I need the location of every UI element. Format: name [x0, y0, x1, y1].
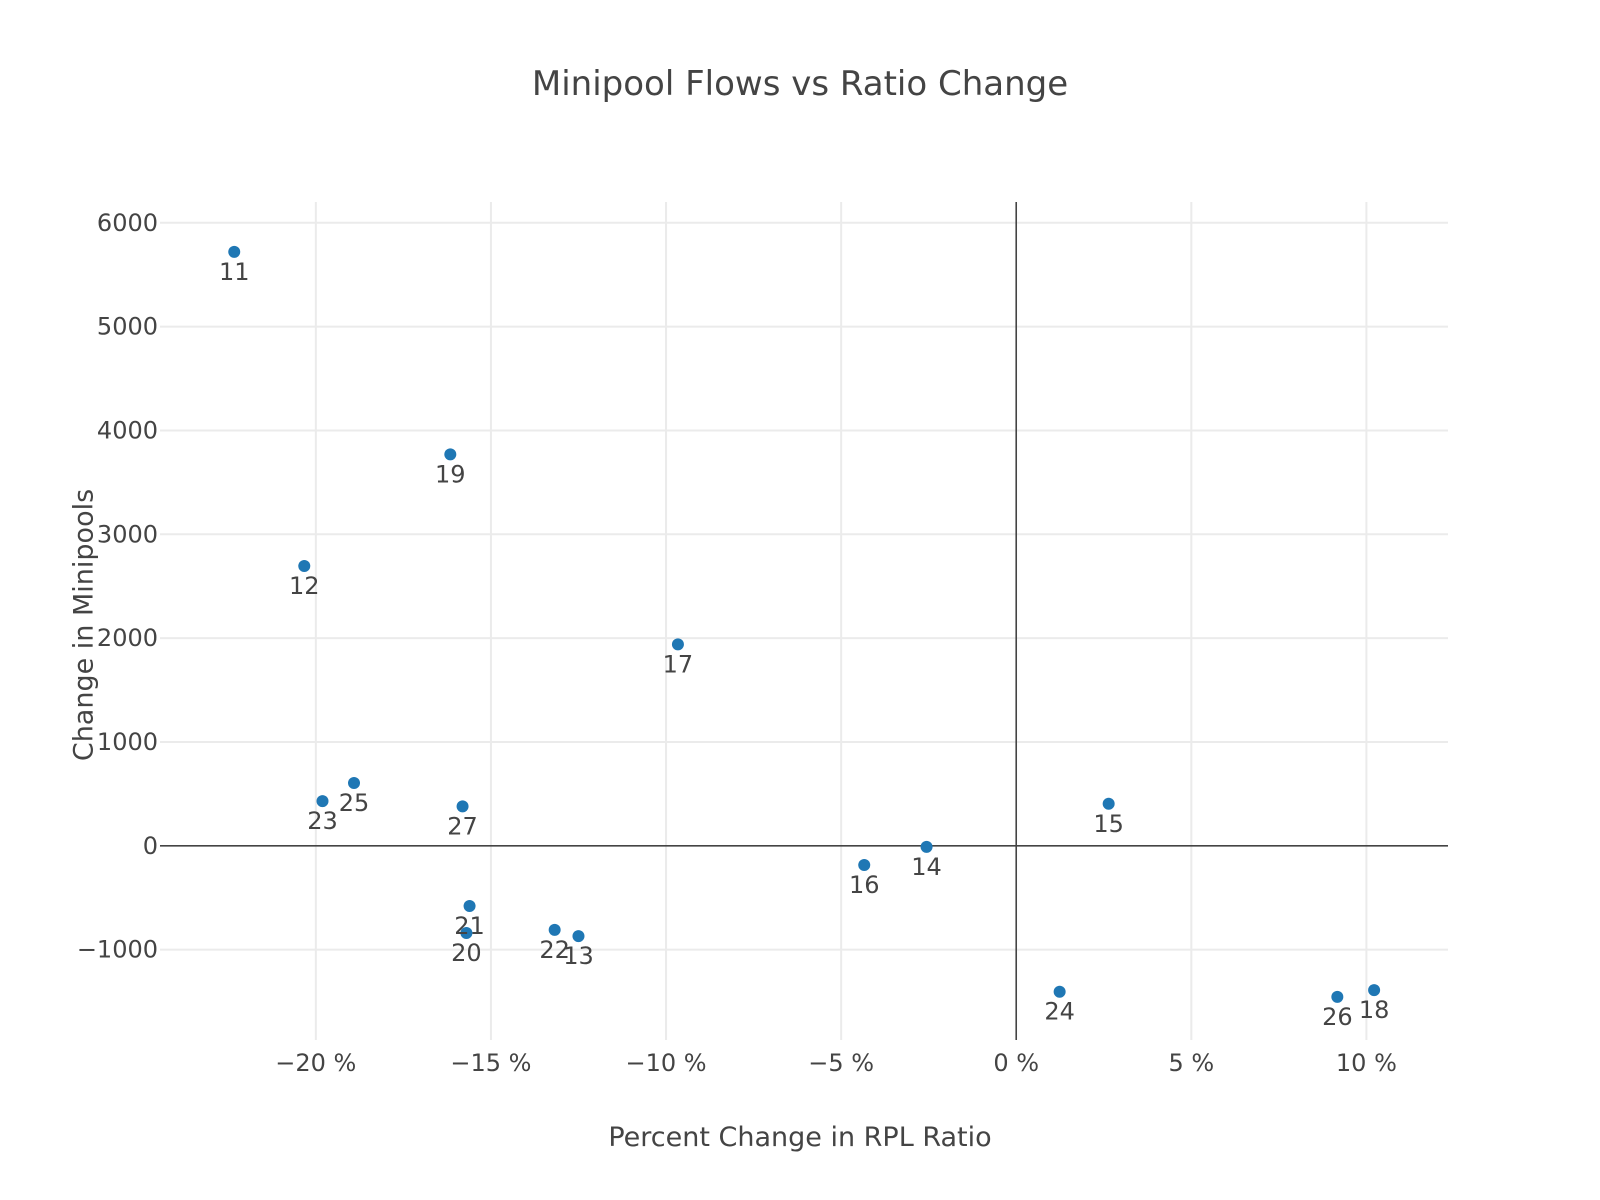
y-tick-label: 2000: [97, 624, 158, 652]
x-tick-label: −15 %: [450, 1049, 531, 1077]
data-point: [316, 795, 329, 808]
data-point: [228, 245, 241, 258]
point-label: 17: [663, 650, 694, 678]
point-label: 23: [307, 807, 338, 835]
y-tick-label: 3000: [97, 520, 158, 548]
point-label: 11: [219, 258, 250, 286]
data-point: [1102, 797, 1115, 810]
point-label: 20: [451, 939, 482, 967]
data-point: [460, 927, 473, 940]
data-point: [444, 448, 457, 461]
point-label: 13: [563, 942, 594, 970]
data-point: [548, 923, 561, 936]
point-label: 22: [539, 936, 570, 964]
y-tick-label: 1000: [97, 728, 158, 756]
x-tick-label: −10 %: [625, 1049, 706, 1077]
data-points: [228, 245, 1381, 1003]
y-tick-label: 4000: [97, 416, 158, 444]
data-point: [1368, 984, 1381, 997]
data-point: [1053, 985, 1066, 998]
point-label: 25: [339, 789, 370, 817]
x-axis-title: Percent Change in RPL Ratio: [608, 1122, 992, 1153]
point-label: 16: [849, 871, 880, 899]
point-label: 18: [1359, 996, 1390, 1024]
point-label: 14: [911, 853, 942, 881]
y-tick-label: −1000: [77, 936, 158, 964]
zero-lines: [160, 202, 1448, 1040]
x-tick-label: 5 %: [1168, 1049, 1214, 1077]
data-point: [572, 930, 585, 943]
data-point: [671, 638, 684, 651]
x-tick-label: −20 %: [275, 1049, 356, 1077]
y-tick-label: 5000: [97, 313, 158, 341]
point-label: 21: [454, 912, 485, 940]
tick-labels: −20 % −15 % −10 % −5 % 0 % 5 % 10 % −1000 0 1000 2…: [77, 209, 1397, 1077]
x-tick-label: 0 %: [993, 1049, 1039, 1077]
data-point: [456, 800, 469, 813]
data-point: [1331, 990, 1344, 1003]
point-label: 12: [289, 572, 320, 600]
data-point: [348, 776, 361, 789]
y-axis-title: Change in Minipools: [68, 488, 100, 762]
y-tick-label: 0: [143, 832, 158, 860]
point-label: 27: [447, 812, 478, 840]
x-tick-label: −5 %: [808, 1049, 874, 1077]
point-label: 26: [1322, 1003, 1353, 1031]
point-label: 24: [1044, 998, 1075, 1026]
data-point: [858, 859, 871, 872]
data-point: [463, 900, 476, 913]
data-point: [298, 559, 311, 572]
data-point: [920, 840, 933, 853]
point-label: 15: [1093, 810, 1124, 838]
point-label: 19: [435, 460, 466, 488]
chart-title: Minipool Flows vs Ratio Change: [531, 64, 1069, 104]
x-tick-label: 10 %: [1336, 1049, 1397, 1077]
y-tick-label: 6000: [97, 209, 158, 237]
grid-layer: [160, 202, 1448, 1040]
